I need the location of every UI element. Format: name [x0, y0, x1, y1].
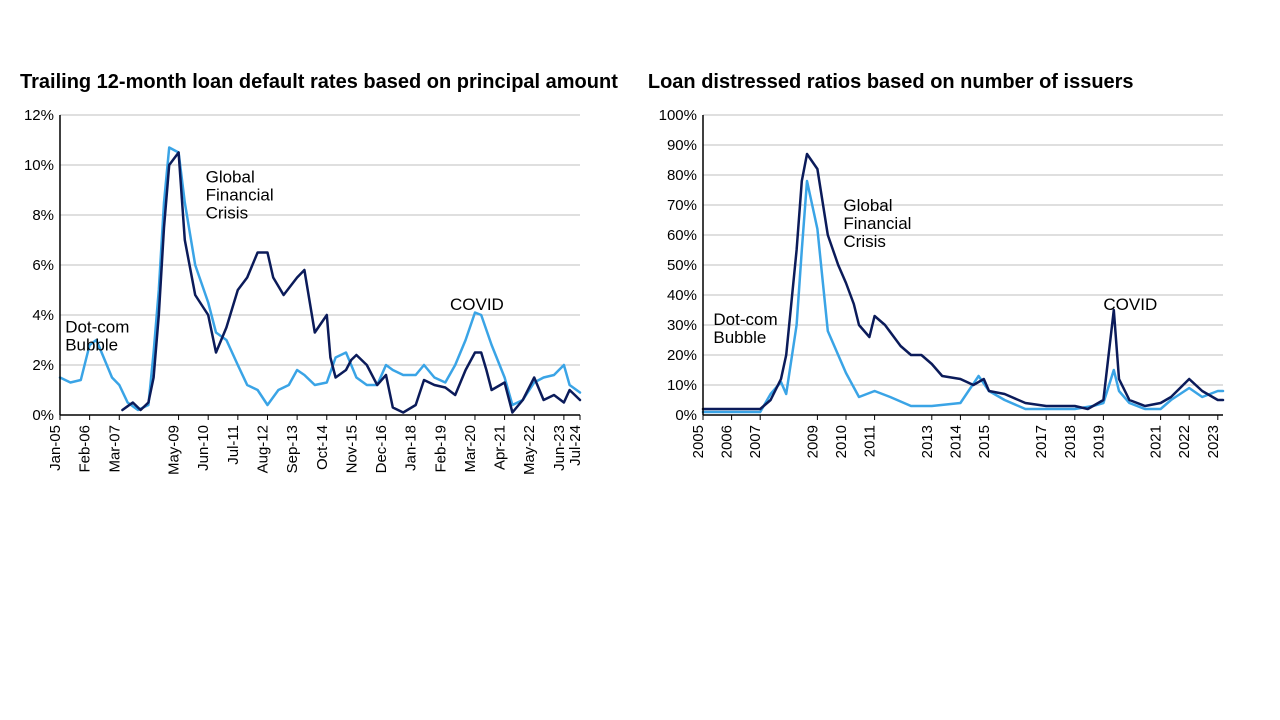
x-tick-label: Jan-18 [403, 425, 420, 471]
x-tick-label: 2006 [718, 425, 735, 458]
x-tick-label: Jun-23 [551, 425, 568, 471]
x-tick-label: Jan-05 [47, 425, 64, 471]
y-tick-label: 30% [667, 317, 697, 334]
chart-right-title: Loan distressed ratios based on number o… [648, 70, 1233, 95]
x-tick-label: Jul-11 [225, 425, 242, 465]
x-tick-label: 2014 [947, 425, 964, 458]
chart-left-title: Trailing 12-month loan default rates bas… [20, 70, 618, 95]
y-tick-label: 12% [24, 107, 54, 124]
chart-annotation: COVID [1103, 295, 1157, 314]
x-tick-label: 2022 [1176, 425, 1193, 458]
x-tick-label: 2021 [1147, 425, 1164, 458]
x-tick-label: 2018 [1062, 425, 1079, 458]
y-tick-label: 10% [667, 377, 697, 394]
series-series-b [703, 154, 1223, 409]
series-series-a [60, 148, 580, 411]
chart-annotation: GlobalFinancialCrisis [206, 168, 274, 223]
x-tick-label: Mar-20 [462, 425, 479, 473]
x-tick-label: 2017 [1033, 425, 1050, 458]
x-tick-label: Apr-21 [492, 425, 509, 470]
x-tick-label: 2015 [976, 425, 993, 458]
x-tick-label: 2005 [690, 425, 707, 458]
y-tick-label: 40% [667, 287, 697, 304]
charts-row: Trailing 12-month loan default rates bas… [0, 0, 1280, 530]
chart-left-svg: 0% 2% 4% 6% 8% 10% 12% Jan-05 Feb-06 Mar-07 May-09… [20, 105, 590, 510]
x-tick-label: Jul-24 [567, 425, 584, 466]
x-tick-label: Sep-13 [284, 425, 301, 473]
chart-annotation: GlobalFinancialCrisis [843, 196, 911, 251]
x-tick-label: 2011 [861, 425, 878, 457]
x-tick-label: 2013 [919, 425, 936, 458]
y-tick-label: 20% [667, 347, 697, 364]
chart-annotation: Dot-comBubble [65, 318, 129, 355]
x-tick-label: Feb-06 [77, 425, 94, 473]
y-tick-label: 2% [32, 357, 54, 374]
y-tick-label: 6% [32, 257, 54, 274]
x-tick-label: Mar-07 [106, 425, 123, 473]
series-series-b [122, 153, 580, 413]
chart-right-block: Loan distressed ratios based on number o… [648, 70, 1233, 510]
x-tick-label: Jun-10 [195, 425, 212, 471]
y-tick-label: 50% [667, 257, 697, 274]
x-tick-label: May-09 [166, 425, 183, 475]
x-tick-label: Oct-14 [314, 425, 331, 470]
y-tick-label: 90% [667, 137, 697, 154]
y-tick-label: 4% [32, 307, 54, 324]
y-tick-label: 70% [667, 197, 697, 214]
chart-annotation: COVID [450, 295, 504, 314]
x-tick-label: 2009 [804, 425, 821, 458]
y-tick-label: 80% [667, 167, 697, 184]
x-tick-label: 2019 [1090, 425, 1107, 458]
x-tick-label: Feb-19 [432, 425, 449, 473]
x-tick-label: 2023 [1205, 425, 1222, 458]
y-tick-label: 100% [659, 107, 697, 124]
chart-right-svg: 0% 10% 20% 30% 40% 50% 60% 70% 80% 90% 100% 2005 200… [648, 105, 1233, 495]
x-tick-label: May-22 [521, 425, 538, 475]
y-tick-label: 0% [32, 407, 54, 424]
chart-annotation: Dot-comBubble [713, 310, 777, 347]
y-tick-label: 60% [667, 227, 697, 244]
x-tick-label: 2010 [833, 425, 850, 458]
x-tick-label: 2007 [747, 425, 764, 458]
x-tick-label: Aug-12 [254, 425, 271, 473]
chart-left-block: Trailing 12-month loan default rates bas… [20, 70, 618, 510]
x-tick-label: Nov-15 [343, 425, 360, 473]
y-tick-label: 0% [675, 407, 697, 424]
y-tick-label: 10% [24, 157, 54, 174]
x-tick-label: Dec-16 [373, 425, 390, 473]
y-tick-label: 8% [32, 207, 54, 224]
